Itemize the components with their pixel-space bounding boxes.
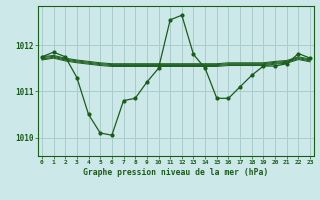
X-axis label: Graphe pression niveau de la mer (hPa): Graphe pression niveau de la mer (hPa) xyxy=(84,168,268,177)
